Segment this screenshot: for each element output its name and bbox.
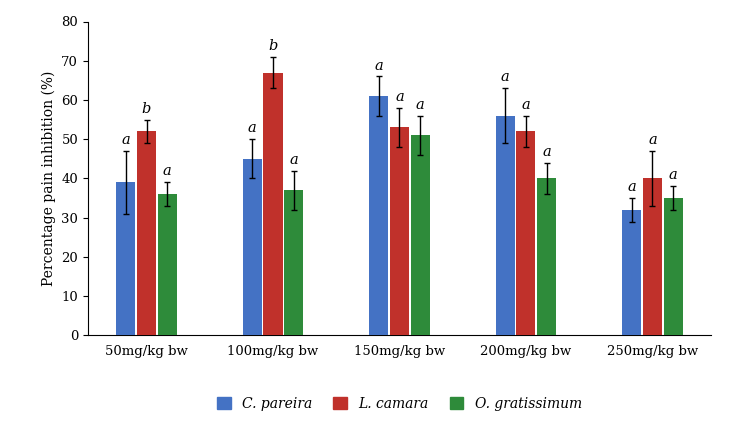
Bar xyxy=(369,96,388,335)
Bar xyxy=(117,182,136,335)
Bar xyxy=(663,198,682,335)
Text: a: a xyxy=(627,180,636,194)
Bar xyxy=(137,132,156,335)
Text: a: a xyxy=(416,98,424,112)
Bar xyxy=(263,73,282,335)
Text: a: a xyxy=(375,58,383,73)
Text: a: a xyxy=(501,70,509,84)
Text: b: b xyxy=(268,39,278,53)
Text: a: a xyxy=(122,133,130,147)
Text: a: a xyxy=(668,169,677,182)
Text: a: a xyxy=(248,121,257,135)
Text: a: a xyxy=(522,98,531,112)
Text: a: a xyxy=(290,153,298,167)
Text: a: a xyxy=(163,164,172,178)
Bar xyxy=(243,159,262,335)
Text: b: b xyxy=(141,101,151,116)
Bar xyxy=(622,210,641,335)
Bar xyxy=(643,178,662,335)
Text: a: a xyxy=(542,145,551,159)
Bar xyxy=(537,178,556,335)
Bar xyxy=(284,190,303,335)
Bar xyxy=(410,135,430,335)
Legend: C. pareira, L. camara, O. gratissimum: C. pareira, L. camara, O. gratissimum xyxy=(212,391,587,416)
Text: a: a xyxy=(648,133,657,147)
Text: a: a xyxy=(395,90,404,104)
Bar xyxy=(517,132,536,335)
Bar xyxy=(158,194,177,335)
Bar xyxy=(390,127,409,335)
Y-axis label: Percentage pain inhibition (%): Percentage pain inhibition (%) xyxy=(42,71,56,286)
Bar xyxy=(496,116,515,335)
